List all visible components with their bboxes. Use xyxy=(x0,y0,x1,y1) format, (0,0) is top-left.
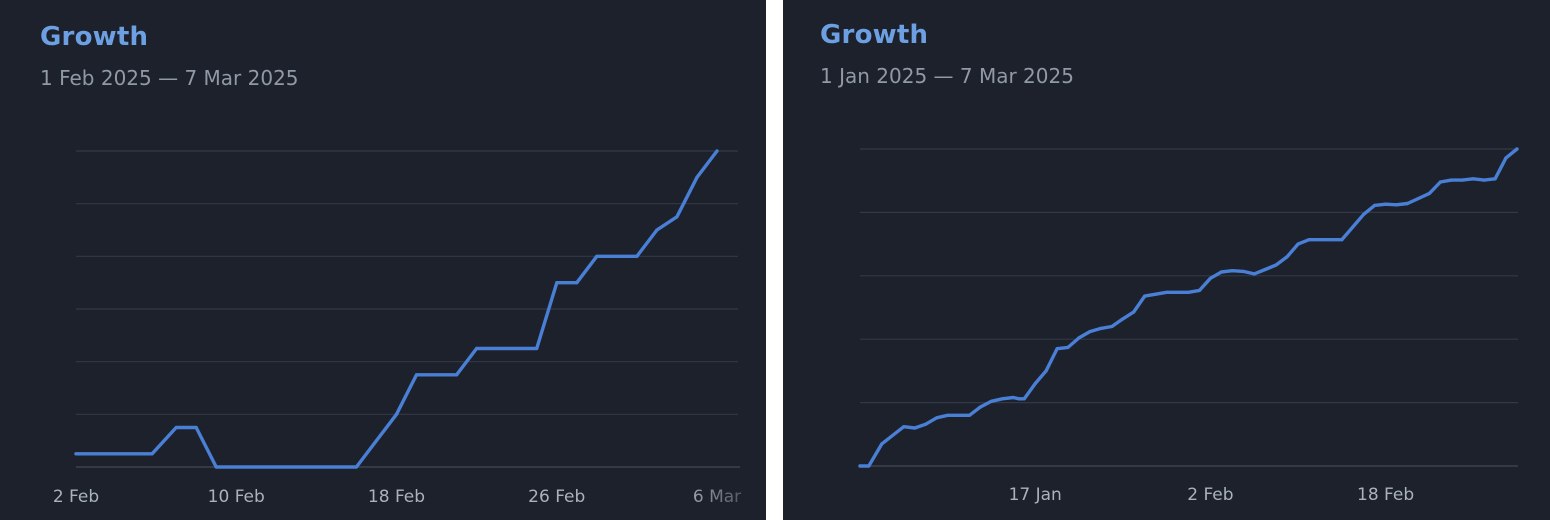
data-point xyxy=(1362,212,1366,216)
x-tick-label: 17 Jan xyxy=(1009,485,1062,505)
data-point xyxy=(1449,178,1453,182)
data-point xyxy=(635,254,639,258)
data-point xyxy=(535,346,539,351)
data-point xyxy=(1252,272,1256,276)
data-point xyxy=(1384,202,1388,206)
data-point xyxy=(1274,263,1278,267)
growth-series-line xyxy=(858,147,1519,468)
data-point xyxy=(1296,242,1300,246)
x-tick-label: 26 Feb xyxy=(528,487,585,507)
data-point xyxy=(1033,382,1037,386)
data-point xyxy=(1132,310,1136,314)
data-point xyxy=(1329,238,1333,242)
data-point xyxy=(1460,178,1464,182)
data-point xyxy=(1197,288,1202,292)
data-point xyxy=(1241,269,1245,273)
data-point xyxy=(1000,397,1004,401)
growth-chart-panel-feb: Growth 1 Feb 2025 — 7 Mar 2025 2 Feb 10 F… xyxy=(0,0,766,520)
data-point xyxy=(1427,191,1431,195)
growth-line-plot: 17 Jan 2 Feb 18 Feb xyxy=(858,147,1519,505)
data-point xyxy=(1307,238,1311,242)
data-point xyxy=(1340,238,1344,242)
chart-title: Growth xyxy=(820,20,929,50)
data-point xyxy=(150,452,154,456)
data-point xyxy=(1318,238,1322,242)
data-point xyxy=(989,399,993,403)
data-point xyxy=(1077,336,1081,340)
data-point xyxy=(1515,147,1519,151)
data-point xyxy=(957,413,961,417)
data-point xyxy=(1022,397,1026,401)
data-point xyxy=(1482,178,1486,182)
data-point xyxy=(946,413,950,417)
data-point xyxy=(1066,345,1070,349)
data-point xyxy=(414,373,419,377)
data-point xyxy=(1438,180,1442,184)
data-point xyxy=(1017,397,1021,401)
data-point xyxy=(1011,395,1015,400)
data-point xyxy=(1110,324,1114,329)
data-point xyxy=(1176,290,1180,294)
data-point xyxy=(902,425,906,429)
data-point xyxy=(935,416,939,420)
data-point xyxy=(1154,292,1158,296)
data-point xyxy=(924,422,928,426)
data-point xyxy=(1143,294,1147,298)
data-point xyxy=(655,228,659,232)
x-tick-label: 2 Feb xyxy=(53,487,99,507)
data-point xyxy=(394,412,399,416)
x-tick-label: 10 Feb xyxy=(208,487,265,507)
data-point xyxy=(214,465,218,469)
data-point xyxy=(695,175,699,179)
data-point xyxy=(1044,369,1048,373)
data-point xyxy=(455,373,459,377)
data-point xyxy=(675,215,679,219)
chart-title: Growth xyxy=(40,22,149,52)
data-point xyxy=(1165,290,1169,294)
data-point xyxy=(174,425,178,430)
edge-fade xyxy=(680,475,766,515)
data-point xyxy=(967,413,972,417)
data-point xyxy=(867,464,871,468)
x-tick-label: 18 Feb xyxy=(1357,485,1414,505)
growth-chart-panel-jan: Growth 1 Jan 2025 — 7 Mar 2025 17 Jan 2 F… xyxy=(783,0,1550,520)
data-point xyxy=(715,149,719,153)
data-point xyxy=(1405,201,1410,206)
data-point xyxy=(1504,156,1508,160)
x-tick-label: 2 Feb xyxy=(1187,485,1233,505)
chart-date-range: 1 Feb 2025 — 7 Mar 2025 xyxy=(40,66,299,90)
data-point xyxy=(1493,177,1497,181)
chart-date-range: 1 Jan 2025 — 7 Mar 2025 xyxy=(820,64,1074,88)
data-point xyxy=(978,405,982,409)
data-point xyxy=(1263,267,1267,272)
data-point xyxy=(1394,203,1399,207)
data-point xyxy=(1416,196,1420,201)
data-point xyxy=(1471,177,1475,181)
data-point xyxy=(354,465,358,469)
data-point xyxy=(1230,269,1234,273)
data-point xyxy=(858,464,862,468)
data-point xyxy=(1099,326,1103,330)
x-tick-label: 18 Feb xyxy=(368,487,425,507)
data-point xyxy=(74,452,78,456)
data-point xyxy=(475,346,479,351)
data-point xyxy=(880,442,884,446)
data-point xyxy=(1121,317,1125,321)
data-point xyxy=(913,426,917,430)
data-point xyxy=(575,281,579,285)
data-point xyxy=(194,425,198,430)
data-point xyxy=(1186,290,1191,294)
data-point xyxy=(1208,276,1212,280)
data-point xyxy=(555,281,559,285)
data-point xyxy=(1055,347,1059,351)
data-point xyxy=(1373,203,1377,207)
data-point xyxy=(1285,255,1289,259)
data-point xyxy=(1088,330,1092,334)
data-point xyxy=(595,254,599,258)
data-point xyxy=(1351,225,1355,229)
data-point xyxy=(1219,270,1223,274)
